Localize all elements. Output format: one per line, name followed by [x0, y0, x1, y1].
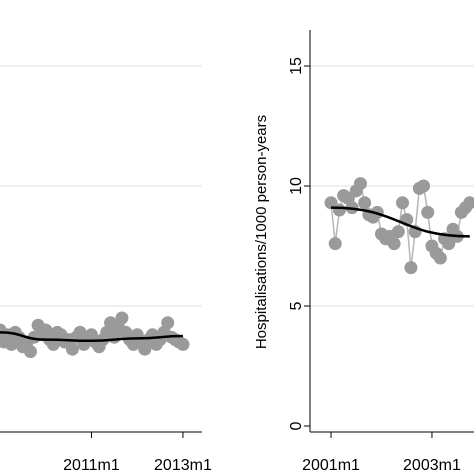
x-tick-label: 2013m1: [154, 457, 212, 474]
data-point: [161, 316, 175, 330]
data-point: [353, 177, 367, 191]
y-tick-label: 10: [288, 177, 305, 195]
data-point: [65, 342, 79, 356]
data-point: [421, 205, 435, 219]
data-point: [404, 261, 418, 275]
x-tick-label: 2003m1: [403, 457, 461, 474]
left-panel: 2011m1 2013m1: [0, 65, 212, 474]
right-panel: 2001m1 2003m1 0 5 10 15 Hospitalisations/1000 …: [253, 30, 474, 474]
y-axis-title: Hospitalisations/1000 person-years: [253, 115, 270, 349]
data-point: [328, 237, 342, 251]
x-tick-label: 2001m1: [302, 457, 360, 474]
trend-line: [0, 331, 183, 343]
x-tick-label: 2011m1: [63, 457, 120, 474]
data-point: [417, 179, 431, 193]
data-point: [332, 203, 346, 217]
data-point: [358, 196, 372, 210]
data-point: [391, 225, 405, 239]
data-point: [115, 311, 129, 325]
data-point: [46, 337, 60, 351]
data-point: [396, 196, 410, 210]
y-tick-label: 15: [288, 57, 305, 75]
data-point: [387, 237, 401, 251]
data-point: [433, 251, 447, 265]
y-tick-label: 0: [288, 421, 305, 430]
data-point: [23, 345, 37, 359]
y-tick-label: 5: [288, 301, 305, 310]
data-point: [176, 337, 190, 351]
trend-line: [331, 206, 470, 238]
data-point: [463, 196, 474, 210]
